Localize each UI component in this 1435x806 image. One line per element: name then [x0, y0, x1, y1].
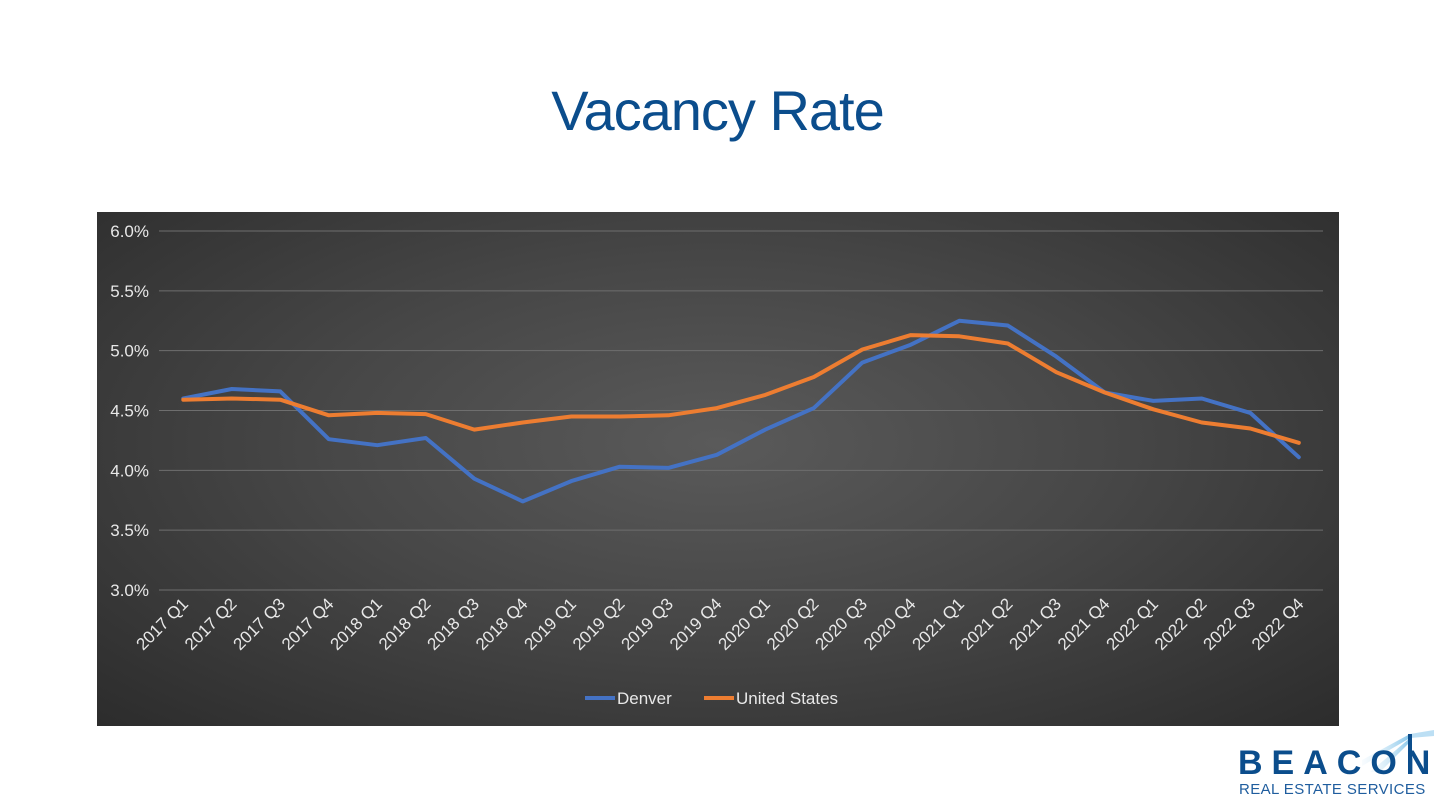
- data-point: [473, 477, 476, 480]
- x-tick-label: 2022 Q1: [1103, 594, 1163, 654]
- data-point: [424, 413, 427, 415]
- data-point: [1200, 397, 1203, 400]
- data-point: [1297, 442, 1300, 444]
- data-point: [327, 438, 330, 441]
- x-tick-label: 2019 Q4: [666, 594, 726, 654]
- data-point: [861, 361, 864, 364]
- data-point: [521, 421, 524, 424]
- brand-name: BEACON: [1238, 744, 1435, 782]
- data-point: [618, 465, 621, 468]
- x-tick-label: 2021 Q4: [1054, 594, 1114, 654]
- x-tick-label: 2020 Q3: [812, 594, 872, 654]
- y-tick-label: 6.0%: [110, 222, 149, 241]
- data-point: [424, 437, 427, 439]
- y-tick-label: 3.0%: [110, 581, 149, 600]
- gridlines: [159, 230, 1323, 591]
- chart-svg: 6.0%5.5%5.0%4.5%4.0%3.5%3.0% 2017 Q12017…: [110, 222, 1323, 708]
- data-point: [230, 397, 233, 400]
- data-point: [570, 480, 573, 482]
- data-point: [230, 388, 233, 390]
- y-tick-label: 4.0%: [110, 461, 149, 480]
- data-point: [958, 319, 961, 322]
- legend: Denver United States: [585, 689, 838, 708]
- x-tick-label: 2022 Q3: [1200, 594, 1260, 654]
- data-point: [376, 444, 379, 447]
- x-tick-label: 2018 Q1: [327, 594, 387, 654]
- x-tick-label: 2020 Q1: [715, 594, 775, 654]
- data-point: [909, 343, 912, 346]
- data-point: [1055, 355, 1058, 358]
- x-tick-label: 2019 Q1: [521, 594, 581, 654]
- y-tick-label: 5.0%: [110, 342, 149, 361]
- data-point: [715, 453, 718, 456]
- data-point: [764, 394, 767, 396]
- legend-label: United States: [736, 689, 838, 708]
- y-tick-label: 3.5%: [110, 521, 149, 540]
- data-point: [764, 428, 767, 431]
- series-line-1: [181, 333, 1301, 445]
- data-point: [667, 414, 670, 417]
- x-tick-label: 2017 Q2: [181, 594, 241, 654]
- x-tick-label: 2018 Q4: [472, 594, 532, 654]
- data-point: [1200, 421, 1203, 424]
- data-point: [812, 407, 815, 409]
- data-point: [570, 415, 573, 418]
- x-tick-label: 2017 Q4: [278, 594, 338, 654]
- x-tick-label: 2022 Q4: [1248, 594, 1308, 654]
- x-tick-label: 2020 Q4: [860, 594, 920, 654]
- series-lines: [181, 318, 1301, 504]
- series-line-0: [181, 318, 1301, 504]
- data-point: [1006, 342, 1009, 345]
- brand-tagline: REAL ESTATE SERVICES: [1239, 781, 1426, 798]
- data-point: [182, 398, 185, 401]
- data-point: [861, 348, 864, 351]
- x-tick-label: 2019 Q2: [569, 594, 629, 654]
- data-point: [1249, 427, 1252, 430]
- data-point: [1006, 324, 1009, 327]
- data-point: [1297, 456, 1300, 458]
- data-point: [521, 500, 524, 503]
- x-tick-label: 2017 Q1: [133, 594, 193, 654]
- data-point: [812, 376, 815, 378]
- data-point: [376, 412, 379, 414]
- data-point: [1103, 391, 1106, 394]
- y-axis-ticks: 6.0% 5.5% 5.0% 4.5% 4.0% 3.5% 3.0%: [110, 222, 149, 600]
- beacon-rays-icon: [1362, 730, 1434, 774]
- data-point: [327, 414, 330, 417]
- page-title: Vacancy Rate: [551, 79, 884, 142]
- beacon-logo: BEACON REAL ESTATE SERVICES: [1232, 730, 1435, 800]
- y-tick-label: 5.5%: [110, 282, 149, 301]
- data-point: [1055, 371, 1058, 374]
- x-tick-label: 2021 Q2: [957, 594, 1017, 654]
- data-point: [1152, 408, 1155, 411]
- data-point: [279, 390, 282, 393]
- x-tick-label: 2020 Q2: [763, 594, 823, 654]
- x-tick-label: 2017 Q3: [230, 594, 290, 654]
- data-point: [279, 398, 282, 401]
- data-point: [667, 467, 670, 469]
- x-tick-label: 2019 Q3: [618, 594, 678, 654]
- x-tick-label: 2022 Q2: [1151, 594, 1211, 654]
- data-point: [1249, 412, 1252, 414]
- data-point: [1152, 400, 1155, 402]
- x-tick-label: 2021 Q1: [909, 594, 969, 654]
- line-chart: 6.0% 5.5% 5.0% 4.5% 4.0% 3.5% 3.0% 2017 Q1 2017…: [97, 212, 1339, 726]
- data-point: [909, 334, 912, 336]
- data-point: [473, 428, 476, 431]
- y-tick-label: 4.5%: [110, 402, 149, 421]
- x-tick-label: 2018 Q2: [375, 594, 435, 654]
- x-tick-label: 2018 Q3: [424, 594, 484, 654]
- data-point: [958, 335, 961, 338]
- x-tick-label: 2021 Q3: [1006, 594, 1066, 654]
- data-point: [715, 407, 718, 409]
- legend-label: Denver: [617, 689, 672, 708]
- data-point: [618, 415, 621, 418]
